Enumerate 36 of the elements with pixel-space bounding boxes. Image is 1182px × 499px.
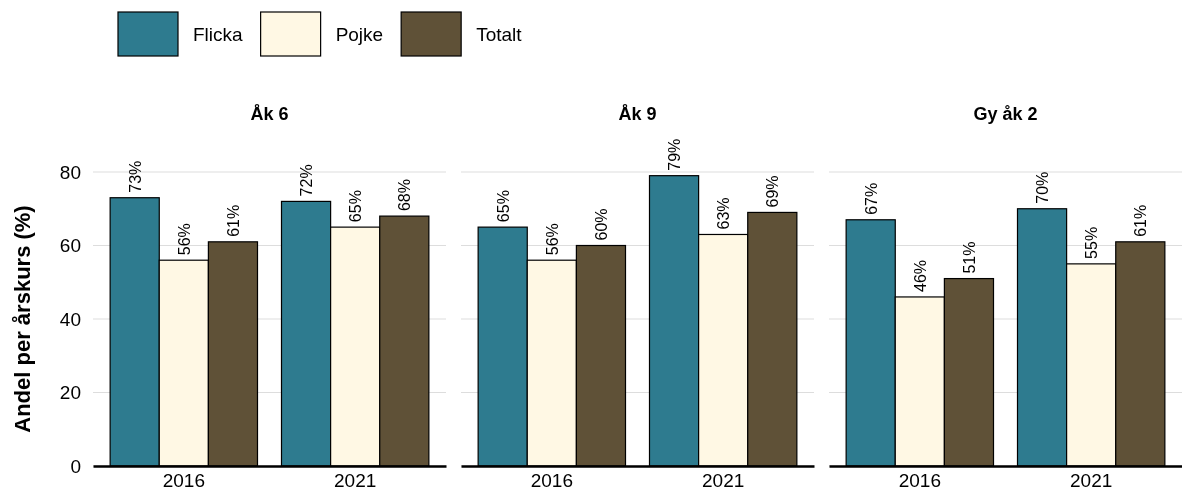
data-label: 56% xyxy=(175,223,193,256)
data-label: 60% xyxy=(592,208,610,241)
data-label: 73% xyxy=(126,160,144,193)
data-label: 63% xyxy=(715,197,733,230)
data-label: 70% xyxy=(1034,171,1052,204)
data-label: 72% xyxy=(298,164,316,197)
x-tick-label: 2021 xyxy=(334,470,377,492)
x-tick-label: 2021 xyxy=(1070,470,1113,492)
data-label: 51% xyxy=(960,241,978,274)
x-tick-label: 2016 xyxy=(530,470,573,492)
data-label: 79% xyxy=(666,138,684,171)
data-label: 46% xyxy=(911,259,929,292)
data-label: 56% xyxy=(543,223,561,256)
data-label: 55% xyxy=(1083,226,1101,259)
data-label: 61% xyxy=(1132,204,1150,237)
legend-label: Pojke xyxy=(335,24,384,45)
y-tick-label: 20 xyxy=(59,382,81,404)
data-label: 69% xyxy=(764,175,782,208)
x-tick-label: 2016 xyxy=(162,470,205,492)
y-tick-label: 80 xyxy=(59,161,81,183)
legend-label: Totalt xyxy=(476,24,523,45)
chart-title: Åk 9 xyxy=(618,104,657,124)
x-tick-label: 2016 xyxy=(898,470,941,492)
data-label: 67% xyxy=(862,182,880,215)
data-label: 68% xyxy=(396,179,414,212)
legend-label: Flicka xyxy=(193,24,244,45)
chart-title: Gy åk 2 xyxy=(973,104,1038,124)
y-tick-label: 0 xyxy=(70,455,81,477)
data-label: 65% xyxy=(494,190,512,223)
data-label: 61% xyxy=(224,204,242,237)
x-tick-label: 2021 xyxy=(702,470,745,492)
chart-title: Åk 6 xyxy=(250,104,289,124)
y-axis-title: Andel per årskurs (%) xyxy=(10,205,35,433)
y-tick-label: 40 xyxy=(59,308,81,330)
y-tick-label: 60 xyxy=(59,235,81,257)
data-label: 65% xyxy=(347,190,365,223)
